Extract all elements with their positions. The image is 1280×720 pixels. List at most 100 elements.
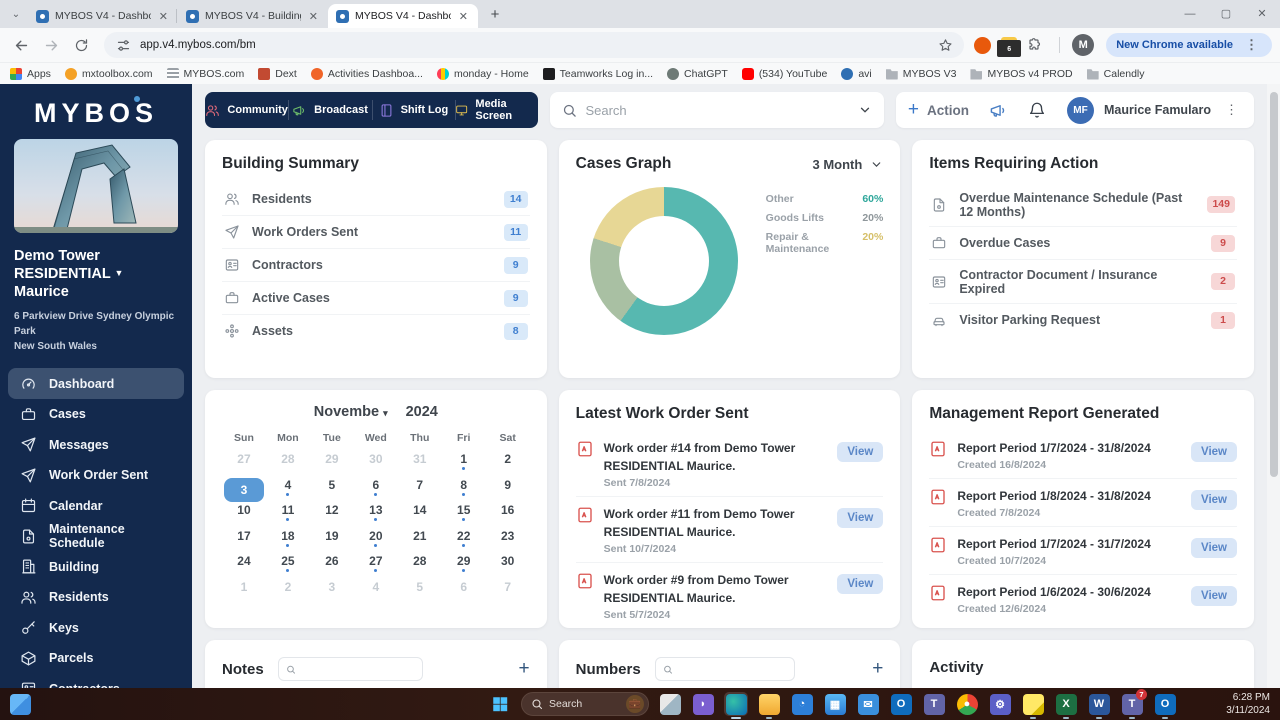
view-button[interactable]: View (837, 508, 884, 528)
tab-search-chevron-icon[interactable]: ⌄ (11, 8, 21, 20)
shift-log-button[interactable]: Shift Log (371, 92, 455, 128)
settings-icon[interactable]: ⚙ (988, 692, 1012, 716)
sidebar-item-residents[interactable]: Residents (8, 582, 184, 613)
notes-search-input[interactable] (300, 663, 415, 675)
calendar-day[interactable]: 18 (266, 527, 310, 553)
calendar-day[interactable]: 29 (325, 452, 339, 466)
calendar-day[interactable]: 4 (266, 476, 310, 502)
sidebar-item-dashboard[interactable]: Dashboard (8, 368, 184, 399)
taskbar-clock[interactable]: 6:28 PM 3/11/2024 (1226, 688, 1270, 720)
calendar-day[interactable]: 26 (325, 554, 339, 568)
calendar-day[interactable]: 2 (504, 452, 512, 466)
numbers-search[interactable] (654, 657, 795, 681)
calendar-day[interactable]: 16 (501, 503, 515, 517)
taskbar-search[interactable]: Search 💼 (521, 692, 649, 716)
view-button[interactable]: View (1190, 538, 1237, 558)
teams-icon[interactable]: T (922, 692, 946, 716)
community-button[interactable]: Community (205, 92, 288, 128)
calendar-day[interactable]: 9 (504, 477, 512, 492)
sidebar-item-building[interactable]: Building (8, 551, 184, 582)
calendar-day[interactable]: 3 (328, 579, 336, 594)
url-text[interactable]: app.v4.mybos.com/bm (140, 39, 256, 51)
sticky-notes-icon[interactable] (1021, 692, 1045, 719)
calendar-day[interactable]: 15 (442, 501, 486, 527)
sidebar-item-messages[interactable]: Messages (8, 429, 184, 460)
calendar-day[interactable]: 2 (284, 579, 292, 594)
outlook-sync-icon[interactable]: O (1153, 692, 1177, 719)
calendar-day[interactable]: 7 (504, 579, 512, 594)
calendar-day[interactable]: 27 (237, 452, 251, 466)
view-button[interactable]: View (837, 442, 884, 462)
summary-row[interactable]: Residents 14 (222, 183, 530, 216)
file-explorer-icon[interactable] (757, 692, 781, 719)
summary-row[interactable]: Contractors 9 (222, 249, 530, 282)
calendar-day[interactable]: 21 (413, 528, 427, 543)
new-tab-button[interactable]: + (490, 5, 500, 23)
period-selector[interactable]: 3 Month (813, 157, 884, 172)
browser-tab[interactable]: MYBOS V4 - Dashboard ✕ (328, 4, 478, 28)
calendar-day[interactable]: 23 (501, 528, 515, 543)
forward-icon[interactable] (38, 32, 64, 58)
calendar-day[interactable]: 24 (237, 554, 251, 568)
scrollbar-thumb[interactable] (1269, 92, 1278, 477)
chrome-icon[interactable]: ● (955, 692, 979, 716)
notifications-bell-icon[interactable] (1028, 101, 1047, 120)
calendar-day[interactable]: 19 (325, 528, 339, 543)
browser-menu-icon[interactable]: ⋮ (1245, 37, 1258, 52)
summary-row[interactable]: Work Orders Sent 11 (222, 216, 530, 249)
summary-row[interactable]: Overdue Maintenance Schedule (Past 12 Mo… (929, 183, 1237, 227)
calendar-day[interactable]: 6 (460, 579, 468, 594)
bookmark-item[interactable]: mxtoolbox.com (64, 67, 153, 80)
bookmark-item[interactable]: MYBOS v4 PROD (970, 68, 1073, 80)
summary-row[interactable]: Contractor Document / Insurance Expired 2 (929, 260, 1237, 304)
bookmark-item[interactable]: ChatGPT (667, 67, 728, 80)
calendar-day[interactable]: 29 (442, 552, 486, 578)
bookmark-item[interactable]: monday - Home (436, 67, 529, 80)
reload-icon[interactable] (68, 32, 94, 58)
bookmark-item[interactable]: (534) YouTube (741, 67, 827, 80)
outlook-icon[interactable]: O (889, 692, 913, 716)
announcements-icon[interactable] (989, 101, 1008, 120)
edge-icon[interactable] (724, 692, 748, 719)
bookmark-item[interactable]: Dext (258, 67, 297, 80)
store-icon[interactable]: ▦ (823, 692, 847, 716)
mail-icon[interactable]: ✉ (856, 692, 880, 716)
page-scrollbar[interactable] (1267, 84, 1280, 688)
bookmark-item[interactable]: avi (841, 67, 872, 80)
start-button[interactable] (488, 692, 512, 716)
back-icon[interactable] (8, 32, 34, 58)
bookmark-item[interactable]: Calendly (1086, 68, 1145, 80)
calendar-day[interactable]: 11 (266, 501, 310, 527)
tab-close-icon[interactable]: ✕ (458, 10, 468, 23)
media-screen-button[interactable]: Media Screen (455, 92, 538, 128)
widgets-icon[interactable] (10, 693, 31, 715)
tab-close-icon[interactable]: ✕ (158, 10, 168, 23)
site-settings-icon[interactable] (114, 32, 132, 58)
extension-icon[interactable] (974, 36, 992, 54)
calendar-day[interactable]: 25 (266, 552, 310, 578)
onedrive-icon[interactable]: ◔ (790, 692, 814, 716)
address-bar[interactable]: app.v4.mybos.com/bm (104, 32, 965, 58)
maximize-button[interactable]: ▢ (1220, 8, 1232, 20)
search-input[interactable] (585, 102, 850, 118)
summary-row[interactable]: Overdue Cases 9 (929, 227, 1237, 260)
browser-tab[interactable]: MYBOS V4 - Building ✕ (176, 4, 328, 28)
view-button[interactable]: View (1190, 490, 1237, 510)
excel-icon[interactable]: X (1054, 692, 1078, 719)
add-note-button[interactable]: + (518, 658, 530, 679)
add-number-button[interactable]: + (872, 658, 884, 679)
tab-close-icon[interactable]: ✕ (308, 10, 318, 23)
numbers-search-input[interactable] (677, 663, 787, 675)
word-icon[interactable]: W (1087, 692, 1111, 719)
search-chevron-icon[interactable] (858, 103, 872, 117)
view-button[interactable]: View (1190, 586, 1237, 606)
calendar-day[interactable]: 30 (501, 554, 515, 568)
calendar-day[interactable]: 28 (413, 554, 427, 568)
browser-profile-avatar[interactable]: M (1072, 34, 1095, 56)
calendar-day[interactable]: 13 (354, 501, 398, 527)
calendar-day[interactable]: 30 (369, 452, 383, 466)
browser-tab[interactable]: MYBOS V4 - Dashboard ✕ (28, 4, 178, 28)
user-avatar[interactable]: MF (1067, 96, 1095, 124)
calendar-day[interactable]: 27 (354, 552, 398, 578)
calendar-year[interactable]: 2024 (405, 404, 438, 420)
